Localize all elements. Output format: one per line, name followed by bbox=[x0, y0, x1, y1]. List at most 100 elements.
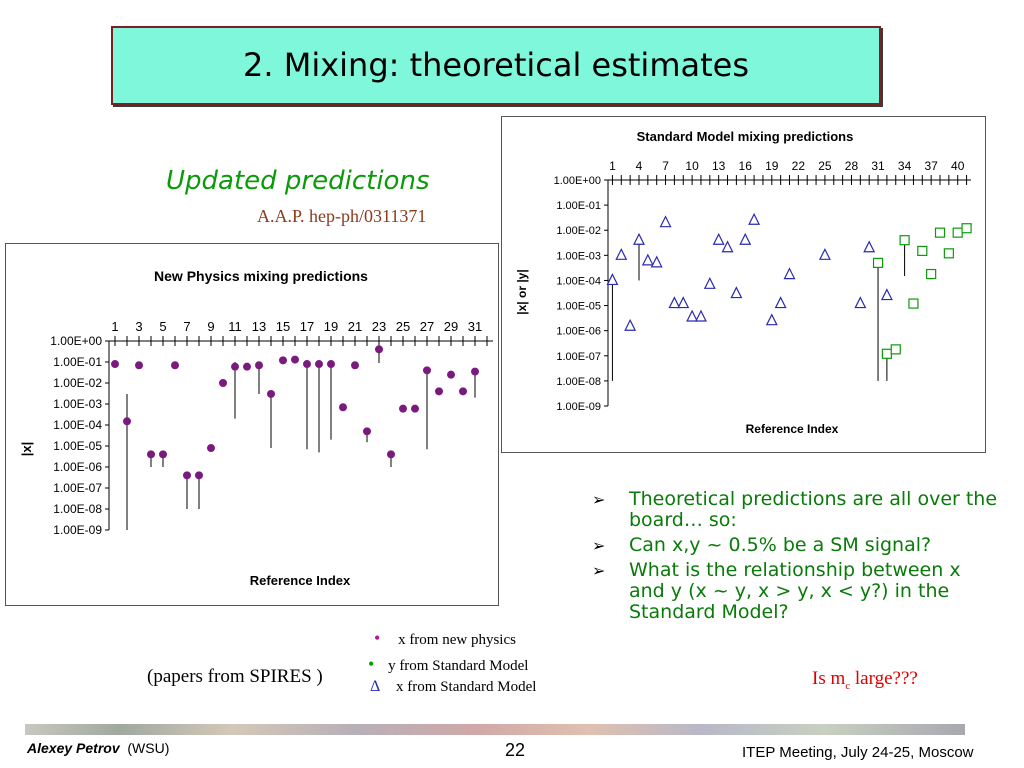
standard-model-data-point bbox=[943, 248, 954, 259]
new-physics-data-point bbox=[339, 403, 347, 412]
standard-model-x-tick-label: 19 bbox=[765, 159, 779, 173]
bullet-item: ➢ Can x,y ~ 0.5% be a SM signal? bbox=[592, 535, 1002, 556]
new-physics-data-point bbox=[147, 450, 155, 459]
standard-model-y-tick-label: 1.00E-07 bbox=[556, 351, 601, 363]
bullet-text: Theoretical predictions are all over the… bbox=[629, 488, 998, 531]
new-physics-x-tick-label: 19 bbox=[324, 319, 338, 334]
bullet-text: What is the relationship between x and y… bbox=[629, 559, 961, 623]
legend-label: x from new physics bbox=[398, 632, 516, 648]
standard-model-y-tick-label: 1.00E-08 bbox=[556, 376, 601, 388]
standard-model-chart-title: Standard Model mixing predictions bbox=[637, 129, 854, 144]
standard-model-y-tick-label: 1.00E+00 bbox=[554, 175, 601, 187]
standard-model-x-tick-label: 37 bbox=[924, 159, 938, 173]
new-physics-data-point bbox=[207, 444, 215, 453]
standard-model-data-point bbox=[686, 309, 699, 322]
standard-model-x-tick-label: 25 bbox=[818, 159, 832, 173]
new-physics-data-point bbox=[447, 370, 455, 379]
new-physics-data-point bbox=[327, 360, 335, 369]
standard-model-y-tick-label: 1.00E-05 bbox=[556, 301, 601, 313]
standard-model-data-point bbox=[908, 298, 919, 309]
standard-model-x-tick-label: 16 bbox=[739, 159, 753, 173]
is-mc-large-note: Is mc large??? bbox=[812, 668, 918, 692]
standard-model-x-tick-label: 28 bbox=[845, 159, 859, 173]
is-mc-text: Is m bbox=[812, 668, 846, 689]
new-physics-data-point bbox=[291, 355, 299, 364]
new-physics-data-point bbox=[243, 362, 251, 371]
standard-model-data-point bbox=[880, 288, 893, 301]
author-name: Alexey Petrov bbox=[27, 740, 120, 756]
updated-predictions-heading: Updated predictions bbox=[166, 166, 430, 196]
new-physics-y-tick-label: 1.00E-08 bbox=[53, 502, 102, 516]
standard-model-data-point bbox=[659, 215, 672, 228]
new-physics-data-point bbox=[423, 366, 431, 375]
standard-model-x-tick-label: 4 bbox=[636, 159, 643, 173]
standard-model-data-point bbox=[854, 296, 867, 309]
standard-model-data-point bbox=[633, 232, 645, 245]
standard-model-data-point bbox=[881, 348, 892, 359]
standard-model-data-point bbox=[721, 240, 734, 253]
new-physics-data-point bbox=[351, 361, 359, 370]
new-physics-data-point bbox=[363, 427, 371, 436]
standard-model-y-tick-label: 1.00E-02 bbox=[556, 225, 601, 237]
standard-model-chart: Standard Model mixing predictions 1.00E+0… bbox=[501, 116, 986, 453]
new-physics-data-point bbox=[459, 387, 467, 396]
new-physics-data-point bbox=[219, 379, 227, 387]
new-physics-data-point bbox=[183, 471, 191, 480]
arrow-bullet-icon: ➢ bbox=[592, 490, 606, 509]
new-physics-data-point bbox=[195, 471, 203, 480]
new-physics-x-tick-label: 7 bbox=[183, 319, 190, 334]
standard-model-data-point bbox=[668, 296, 681, 309]
new-physics-data-point bbox=[375, 345, 383, 354]
new-physics-y-tick-label: 1.00E-04 bbox=[53, 418, 102, 432]
new-physics-data-point bbox=[303, 360, 311, 369]
new-physics-y-tick-label: 1.00E-07 bbox=[53, 481, 102, 495]
new-physics-data-point bbox=[399, 404, 407, 413]
new-physics-data-point bbox=[231, 362, 239, 371]
new-physics-x-tick-label: 25 bbox=[396, 319, 410, 334]
standard-model-y-tick-label: 1.00E-09 bbox=[556, 401, 601, 413]
new-physics-chart-svg: New Physics mixing predictions 1.00E+00 1.… bbox=[19, 268, 493, 588]
bullet-text: Can x,y ~ 0.5% be a SM signal? bbox=[629, 534, 932, 556]
new-physics-y-tick-label: 1.00E-05 bbox=[53, 439, 102, 453]
is-mc-subscript: c bbox=[845, 679, 851, 692]
standard-model-data-point bbox=[934, 227, 946, 238]
standard-model-data-point bbox=[677, 296, 690, 309]
footer-author: Alexey Petrov (WSU) bbox=[27, 740, 169, 756]
legend-label: x from Standard Model bbox=[396, 679, 537, 695]
new-physics-chart-title: New Physics mixing predictions bbox=[154, 268, 368, 284]
new-physics-data-point bbox=[159, 450, 167, 459]
slide-title: 2. Mixing: theoretical estimates bbox=[243, 46, 749, 84]
standard-model-data-point bbox=[712, 232, 725, 245]
new-physics-data-point bbox=[255, 361, 263, 370]
standard-model-x-tick-label: 40 bbox=[951, 159, 965, 173]
standard-model-data-point bbox=[606, 273, 619, 286]
new-physics-data-point bbox=[135, 361, 143, 370]
standard-model-data-point bbox=[624, 318, 637, 331]
papers-note: (papers from SPIRES ) bbox=[147, 666, 323, 687]
new-physics-data-point bbox=[435, 387, 443, 396]
standard-model-x-tick-label: 13 bbox=[712, 159, 726, 173]
standard-model-data-point bbox=[694, 309, 707, 322]
standard-model-data-point bbox=[872, 257, 884, 268]
standard-model-data-point bbox=[899, 235, 910, 246]
new-physics-y-tick-label: 1.00E-06 bbox=[53, 460, 102, 474]
standard-model-data-point bbox=[615, 247, 628, 260]
standard-model-y-tick-label: 1.00E-01 bbox=[556, 200, 601, 212]
footer-decorative-strip bbox=[25, 724, 965, 735]
new-physics-data-point bbox=[123, 417, 131, 426]
standard-model-x-tick-label: 22 bbox=[792, 159, 806, 173]
new-physics-x-tick-label: 5 bbox=[159, 319, 166, 334]
arrow-bullet-icon: ➢ bbox=[592, 536, 606, 555]
new-physics-y-tick-label: 1.00E-01 bbox=[53, 355, 102, 369]
new-physics-y-tick-label: 1.00E-09 bbox=[53, 523, 102, 537]
standard-model-x-tick-label: 34 bbox=[898, 159, 912, 173]
new-physics-data-point bbox=[171, 361, 179, 370]
legend-item-y-sm: • y from Standard Model bbox=[368, 654, 528, 675]
dot-icon: • bbox=[374, 628, 381, 648]
dot-icon: • bbox=[368, 654, 375, 674]
new-physics-y-tick-label: 1.00E-03 bbox=[53, 397, 102, 411]
new-physics-chart: New Physics mixing predictions 1.00E+00 1.… bbox=[5, 243, 499, 606]
author-affiliation: (WSU) bbox=[127, 740, 170, 756]
standard-model-x-tick-label: 10 bbox=[685, 159, 699, 173]
new-physics-x-tick-label: 23 bbox=[372, 319, 386, 334]
